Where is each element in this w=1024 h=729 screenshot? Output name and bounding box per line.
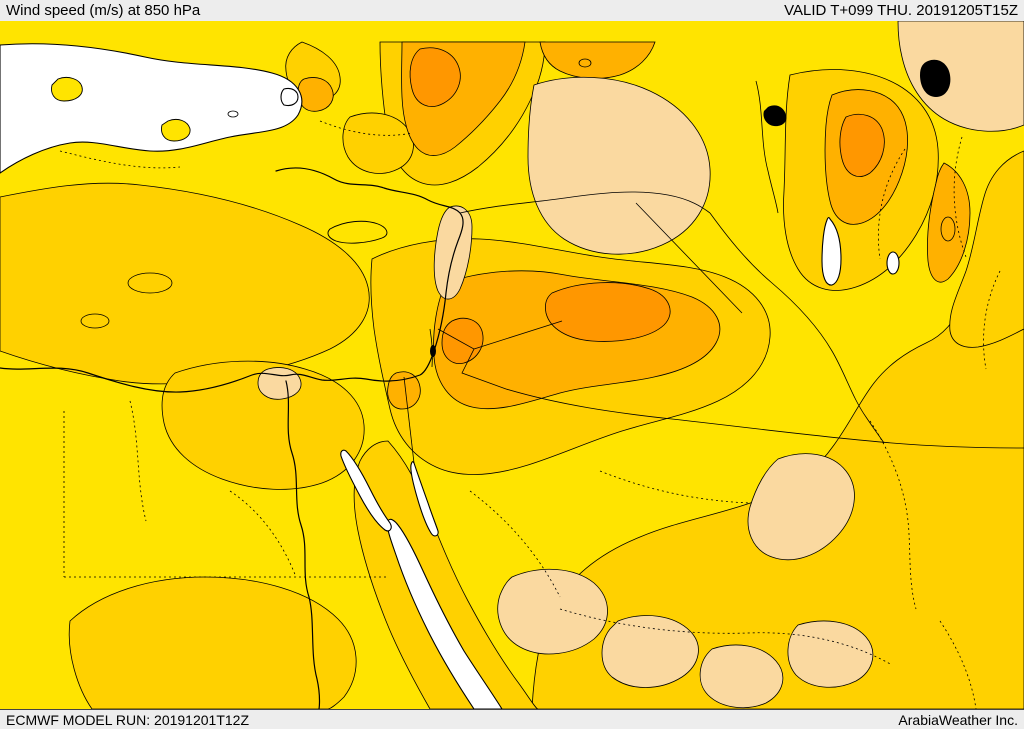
branding-label: ArabiaWeather Inc. xyxy=(898,711,1018,728)
wind-speed-contour-map xyxy=(0,21,1024,709)
nile-river xyxy=(285,380,321,709)
border-jordan-iraq xyxy=(473,320,563,350)
black-sea xyxy=(0,43,303,174)
border-syria-iraq xyxy=(635,202,743,314)
weather-map-canvas xyxy=(0,21,1024,709)
border-iran-interior-3 xyxy=(983,270,1001,370)
border-egypt-interior-1 xyxy=(129,400,147,522)
cream-region-central-saudi-1 xyxy=(497,568,608,655)
islands xyxy=(51,76,388,244)
contour-rings xyxy=(80,58,956,329)
dotted-administrative-borders xyxy=(59,120,1001,709)
gold-region-central-anatolia xyxy=(342,112,414,174)
valid-time-label: VALID T+099 THU. 20191205T15Z xyxy=(784,2,1018,19)
border-jordan-valley xyxy=(429,328,433,368)
border-iran-interior-1 xyxy=(877,148,906,260)
orange-region-marmara xyxy=(297,77,334,112)
persian-gulf-inlet xyxy=(886,251,900,275)
sea-of-marmara xyxy=(280,87,299,107)
footer-bar: ECMWF MODEL RUN: 20191201T12Z ArabiaWeat… xyxy=(0,709,1024,729)
border-turkey-iran xyxy=(755,80,779,214)
gold-region-south-egypt xyxy=(68,576,357,709)
coastlines xyxy=(0,167,464,709)
cream-region-se-anatolia xyxy=(527,76,711,255)
map-title: Wind speed (m/s) at 850 hPa xyxy=(6,2,201,19)
sea-regions xyxy=(0,43,900,709)
cream-region-nafud xyxy=(747,453,855,561)
country-borders xyxy=(403,80,1024,464)
border-egypt-israel xyxy=(403,376,415,464)
border-saudi-interior-3 xyxy=(469,490,561,598)
cream-region-central-saudi-3 xyxy=(699,644,784,708)
cream-contour-regions xyxy=(117,21,1024,708)
cream-region-central-saudi-4 xyxy=(787,620,874,688)
header-bar: Wind speed (m/s) at 850 hPa VALID T+099 … xyxy=(0,0,1024,21)
border-saudi-interior-1 xyxy=(559,608,893,666)
gold-region-east-iran xyxy=(949,150,1024,348)
cream-region-caspian-corner xyxy=(897,21,1024,132)
border-iraq-saudi-long xyxy=(505,388,1024,449)
border-turkey-interior-1 xyxy=(59,150,181,169)
deep-orange-core-iraq xyxy=(544,282,671,342)
gulf-of-suez xyxy=(340,449,392,532)
deep-orange-contour-regions xyxy=(409,47,885,364)
island-black-sea-2 xyxy=(161,118,191,142)
border-saudi-interior-2 xyxy=(599,470,751,504)
border-iran-interior-2 xyxy=(953,136,967,258)
border-iraq-iran xyxy=(709,212,885,444)
island-black-sea-1 xyxy=(51,76,83,102)
contour-ring-libya-2 xyxy=(80,313,110,329)
deep-orange-core-nw-iran xyxy=(839,113,885,177)
cream-region-nile-delta xyxy=(257,367,302,400)
deep-orange-core-anatolia xyxy=(409,47,461,107)
gold-region-libya-egypt xyxy=(0,182,370,385)
persian-gulf-tip xyxy=(821,217,842,286)
border-turkey-syria xyxy=(459,191,711,214)
cream-region-central-saudi-2 xyxy=(601,615,699,688)
contour-ring-anatolia xyxy=(578,58,592,68)
lake-van xyxy=(763,105,787,127)
contour-ring-zagros xyxy=(940,216,956,242)
lake-urmia xyxy=(920,59,951,97)
gulf-of-aqaba xyxy=(410,461,439,537)
cyprus-island xyxy=(327,220,388,244)
contour-ring-libya-1 xyxy=(127,272,173,294)
mediterranean-coastline xyxy=(0,167,464,393)
border-oman-corner xyxy=(939,620,977,709)
contour-ring-black-sea xyxy=(227,110,239,118)
gold-region-egypt-center xyxy=(161,360,365,490)
orange-region-zagros-streak xyxy=(927,162,971,283)
model-run-label: ECMWF MODEL RUN: 20191201T12Z xyxy=(6,711,249,728)
border-jordan-saudi-zigzag xyxy=(437,328,507,390)
border-egypt-interior-2 xyxy=(229,490,297,578)
border-iran-gulf-coast xyxy=(869,420,917,610)
